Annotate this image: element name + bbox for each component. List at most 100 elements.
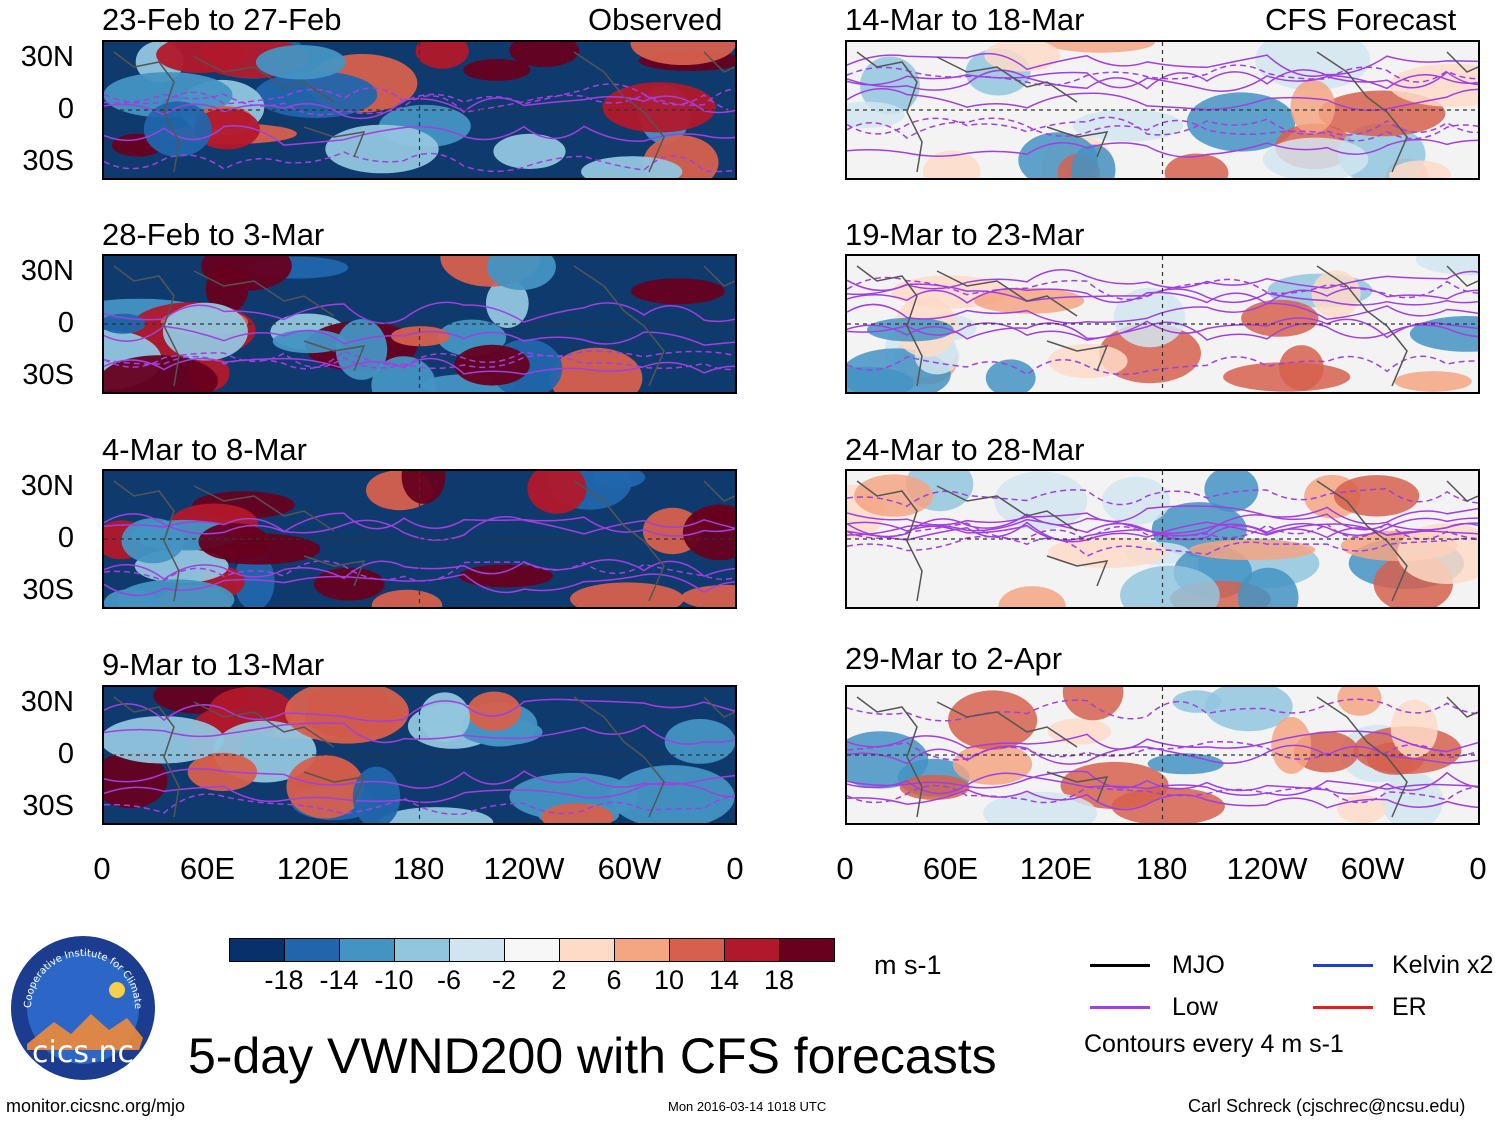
low-contour (847, 88, 1478, 112)
anomaly-blob (952, 743, 1033, 785)
anomaly-blob (1045, 42, 1156, 53)
anomaly-blob (1186, 92, 1296, 152)
coastline (193, 701, 335, 748)
colorbar-swatch (284, 938, 340, 962)
anomaly-blob (899, 774, 970, 800)
y-tick-label: 0 (57, 522, 74, 554)
coastline (703, 480, 735, 502)
anomaly-blob (867, 317, 954, 342)
low-contour (104, 93, 735, 116)
x-tick-label: 60W (597, 851, 662, 886)
anomaly-field (847, 42, 1478, 178)
anomaly-blob (371, 356, 436, 392)
x-tick-label: 0 (836, 851, 854, 886)
x-tick-label: 60E (179, 851, 236, 886)
anomaly-blob (602, 82, 716, 133)
coastline (573, 51, 665, 173)
anomaly-blob (352, 766, 401, 823)
anomaly-blob (860, 56, 920, 115)
coastline (1046, 340, 1109, 372)
footer-timestamp: Mon 2016-03-14 1018 UTC (668, 1099, 827, 1114)
legend-line-mjo (1090, 964, 1150, 967)
anomaly-blob (335, 319, 388, 380)
colorbar-swatch (559, 938, 615, 962)
anomaly-blob (1241, 299, 1319, 337)
anomaly-blob (156, 42, 245, 73)
x-tick-label: 120E (276, 851, 350, 886)
low-contour (847, 69, 1478, 91)
anomaly-blob (467, 691, 521, 731)
coastline (573, 696, 665, 818)
colorbar-tick-label: -10 (374, 965, 414, 995)
anomaly-blob (1172, 690, 1222, 713)
anomaly-blob (1102, 476, 1170, 525)
low-contour (104, 560, 735, 582)
map-panel-1 (102, 254, 737, 394)
coastline (113, 265, 180, 387)
y-tick-label: 30S (22, 359, 74, 391)
anomaly-blob (847, 366, 914, 392)
low-contour (847, 302, 1478, 324)
coastline (193, 270, 335, 317)
panel-title-7: 29-Mar to 2-Apr (845, 641, 1063, 676)
low-contour (104, 722, 735, 745)
anomaly-blob (1120, 565, 1220, 607)
colorbar-swatch (229, 938, 285, 962)
legend-label-mjo: MJO (1172, 951, 1225, 979)
low-contour (847, 269, 1478, 292)
anomaly-blob (1390, 699, 1438, 758)
anomaly-blob (194, 108, 260, 150)
x-tick-label: 60W (1340, 851, 1405, 886)
y-tick-label: 30N (20, 686, 74, 718)
anomaly-blob (143, 101, 212, 157)
coastline (1446, 696, 1478, 718)
footer-author[interactable]: Carl Schreck (cjschrec@ncsu.edu) (1188, 1096, 1466, 1116)
anomaly-blob (1409, 316, 1478, 352)
anomaly-blob (485, 278, 529, 328)
coastline (936, 701, 1078, 748)
x-tick-label: 0 (726, 851, 744, 886)
anomaly-blob (1415, 256, 1478, 276)
low-contour (104, 125, 735, 146)
anomaly-blob (681, 584, 735, 607)
anomaly-blob (1062, 687, 1124, 721)
main-title: 5-day VWND200 with CFS forecasts (188, 1028, 997, 1084)
anomaly-blob (631, 278, 725, 305)
low-contour (104, 325, 735, 346)
y-tick-label: 30N (20, 41, 74, 73)
low-contour (104, 151, 735, 173)
panel-title-1: 28-Feb to 3-Mar (102, 217, 325, 252)
x-tick-label: 180 (392, 851, 445, 886)
low-contour (847, 116, 1478, 136)
anomaly-blob (1255, 42, 1371, 91)
panel-title-3: 9-Mar to 13-Mar (102, 647, 325, 682)
colorbar-tick-label: 2 (551, 965, 567, 995)
coastline (193, 485, 335, 532)
y-tick-label: 30S (22, 574, 74, 606)
x-tick-label: 120W (483, 851, 565, 886)
low-contour (104, 83, 735, 106)
map-panel-4 (845, 40, 1480, 180)
legend-label-kelvin: Kelvin x2 (1392, 951, 1494, 979)
low-contour (104, 768, 735, 789)
anomaly-field (104, 471, 735, 607)
x-tick-label: 120E (1019, 851, 1093, 886)
low-contour (847, 770, 1478, 795)
colorbar-tick-label: -6 (436, 965, 462, 995)
coastline (856, 51, 923, 173)
panel-title-0: 23-Feb to 27-Feb (102, 2, 342, 37)
logo-text: cics.nc (32, 1035, 134, 1070)
anomaly-blob (104, 716, 225, 764)
anomaly-blob (401, 471, 446, 504)
coastline (703, 265, 735, 287)
coastline (1316, 480, 1408, 602)
anomaly-blob (1189, 539, 1316, 561)
x-tick-label: 0 (1469, 851, 1487, 886)
anomaly-blob (371, 589, 443, 607)
anomaly-blob (459, 564, 553, 588)
footer-url[interactable]: monitor.cicsnc.org/mjo (6, 1096, 186, 1116)
coastline (1446, 480, 1478, 502)
coastline (1046, 771, 1109, 803)
anomaly-blob (463, 59, 531, 81)
coastline (703, 696, 735, 718)
